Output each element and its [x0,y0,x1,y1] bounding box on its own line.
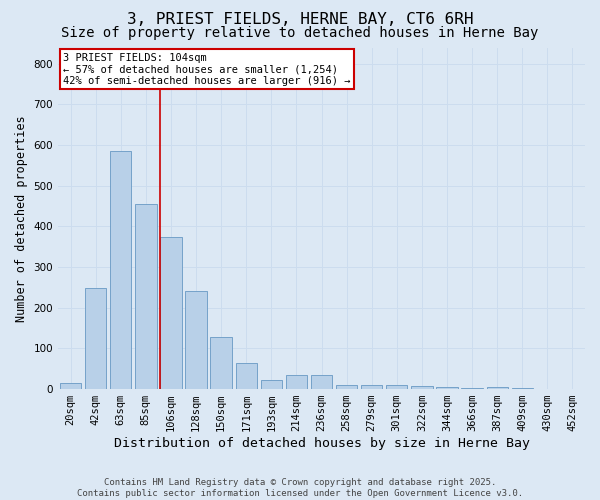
Bar [336,385,357,389]
Text: Contains HM Land Registry data © Crown copyright and database right 2025.
Contai: Contains HM Land Registry data © Crown c… [77,478,523,498]
Bar [236,362,257,389]
X-axis label: Distribution of detached houses by size in Herne Bay: Distribution of detached houses by size … [113,437,530,450]
Bar [311,375,332,389]
Bar [436,387,458,389]
Bar [461,388,483,389]
Bar [286,375,307,389]
Bar [60,383,81,389]
Bar [411,386,433,389]
Bar [512,388,533,389]
Bar [185,292,207,389]
Bar [260,380,282,389]
Bar [135,204,157,389]
Text: 3 PRIEST FIELDS: 104sqm
← 57% of detached houses are smaller (1,254)
42% of semi: 3 PRIEST FIELDS: 104sqm ← 57% of detache… [64,52,351,86]
Y-axis label: Number of detached properties: Number of detached properties [15,115,28,322]
Bar [110,151,131,389]
Bar [386,385,407,389]
Bar [361,385,382,389]
Bar [487,387,508,389]
Bar [211,337,232,389]
Text: Size of property relative to detached houses in Herne Bay: Size of property relative to detached ho… [61,26,539,40]
Bar [160,236,182,389]
Text: 3, PRIEST FIELDS, HERNE BAY, CT6 6RH: 3, PRIEST FIELDS, HERNE BAY, CT6 6RH [127,12,473,28]
Bar [85,288,106,389]
